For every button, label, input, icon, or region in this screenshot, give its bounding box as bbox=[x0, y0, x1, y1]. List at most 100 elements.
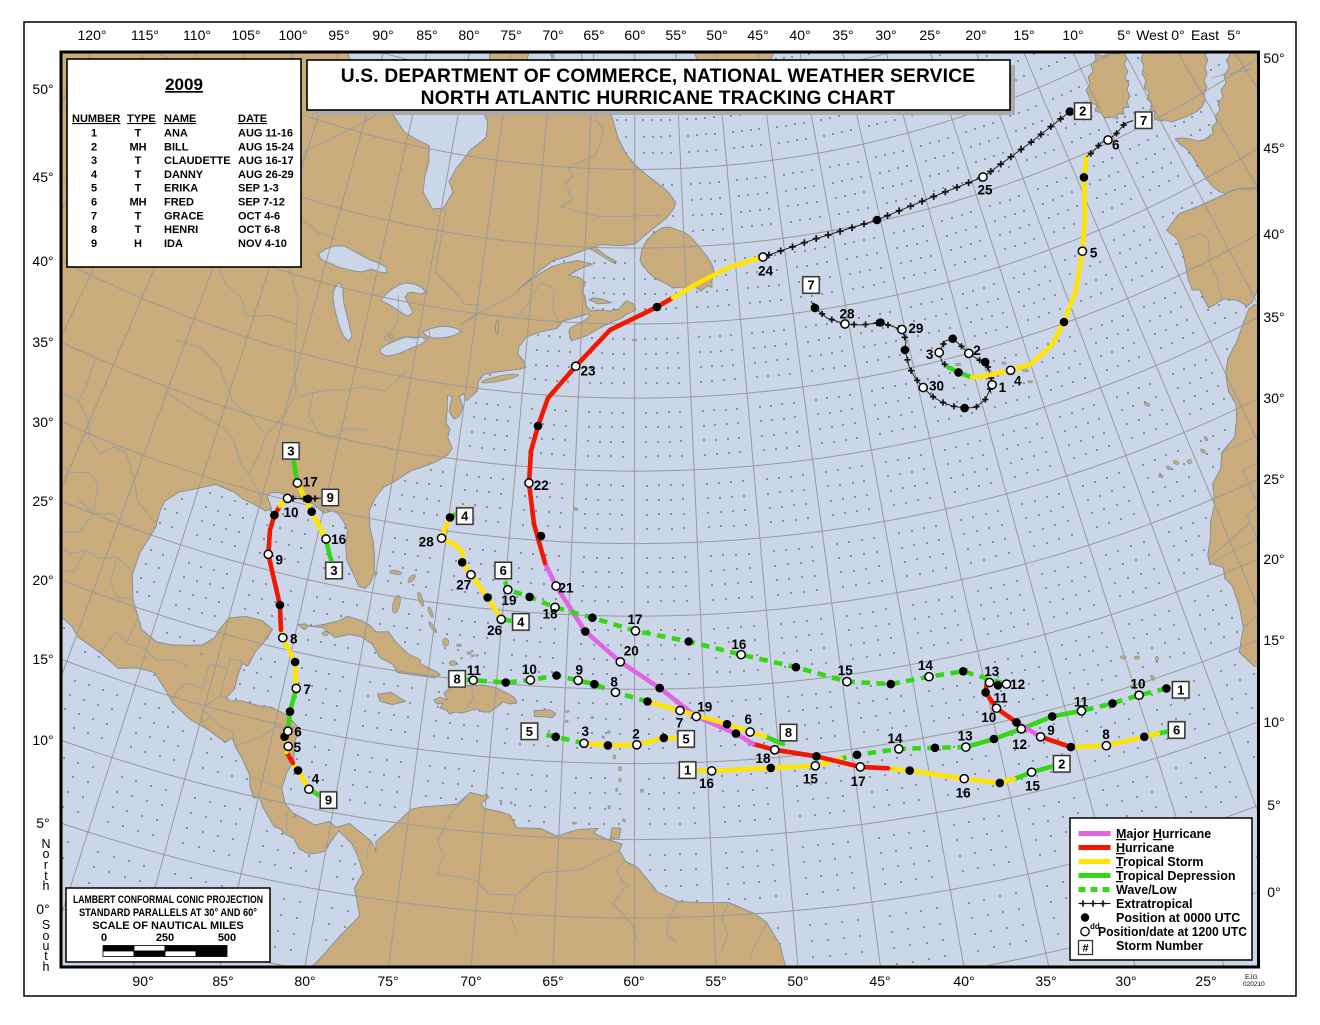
svg-text:50°: 50° bbox=[706, 27, 727, 43]
svg-text:4: 4 bbox=[517, 615, 525, 630]
svg-text:3: 3 bbox=[287, 444, 294, 459]
svg-text:h: h bbox=[43, 879, 50, 893]
svg-text:22: 22 bbox=[534, 478, 549, 493]
svg-text:80°: 80° bbox=[458, 27, 479, 43]
svg-text:40°: 40° bbox=[1263, 226, 1284, 242]
svg-text:0°: 0° bbox=[1171, 27, 1184, 43]
svg-text:5: 5 bbox=[682, 732, 689, 747]
svg-text:115°: 115° bbox=[131, 27, 159, 43]
svg-text:1: 1 bbox=[1177, 682, 1184, 697]
svg-text:8: 8 bbox=[290, 632, 298, 647]
svg-text:27: 27 bbox=[456, 577, 471, 592]
svg-text:10: 10 bbox=[522, 662, 537, 677]
svg-text:18: 18 bbox=[755, 751, 771, 766]
svg-text:17: 17 bbox=[851, 774, 866, 789]
svg-text:2: 2 bbox=[973, 343, 981, 358]
svg-text:75°: 75° bbox=[377, 973, 398, 989]
svg-text:6: 6 bbox=[294, 725, 302, 740]
svg-text:4: 4 bbox=[91, 169, 98, 181]
svg-text:5: 5 bbox=[294, 740, 302, 755]
svg-text:T: T bbox=[135, 155, 142, 167]
svg-text:20°: 20° bbox=[965, 27, 986, 43]
svg-text:7: 7 bbox=[676, 716, 684, 731]
svg-text:NOV 4-10: NOV 4-10 bbox=[238, 238, 287, 250]
svg-text:Major Hurricane: Major Hurricane bbox=[1116, 827, 1211, 841]
svg-text:60°: 60° bbox=[623, 973, 644, 989]
svg-text:2: 2 bbox=[91, 141, 97, 153]
svg-text:BILL: BILL bbox=[164, 141, 189, 153]
svg-text:90°: 90° bbox=[132, 973, 153, 989]
svg-text:NAME: NAME bbox=[164, 113, 196, 125]
svg-text:25°: 25° bbox=[1263, 471, 1284, 487]
svg-text:9: 9 bbox=[91, 238, 97, 250]
svg-text:2: 2 bbox=[632, 727, 640, 742]
svg-text:T: T bbox=[135, 169, 142, 181]
svg-text:14: 14 bbox=[887, 731, 903, 746]
svg-text:13: 13 bbox=[958, 728, 974, 743]
svg-text:55°: 55° bbox=[705, 973, 726, 989]
svg-text:8: 8 bbox=[453, 672, 460, 687]
svg-text:10°: 10° bbox=[1062, 27, 1083, 43]
svg-text:NORTH ATLANTIC HURRICANE TRACK: NORTH ATLANTIC HURRICANE TRACKING CHART bbox=[421, 88, 896, 109]
svg-text:o: o bbox=[43, 929, 50, 943]
svg-text:IDA: IDA bbox=[164, 238, 183, 250]
svg-text:TYPE: TYPE bbox=[127, 113, 156, 125]
svg-text:#: # bbox=[1082, 943, 1088, 955]
svg-text:Extratropical: Extratropical bbox=[1116, 897, 1192, 911]
svg-text:h: h bbox=[43, 960, 50, 974]
svg-text:45°: 45° bbox=[869, 973, 890, 989]
svg-text:STANDARD PARALLELS AT 30° AND: STANDARD PARALLELS AT 30° AND 60° bbox=[79, 907, 257, 919]
svg-text:12: 12 bbox=[1012, 737, 1027, 752]
svg-text:26: 26 bbox=[487, 623, 503, 638]
svg-text:OCT 4-6: OCT 4-6 bbox=[238, 210, 280, 222]
svg-text:75°: 75° bbox=[500, 27, 521, 43]
svg-text:8: 8 bbox=[785, 725, 792, 740]
svg-text:120°: 120° bbox=[78, 27, 107, 43]
svg-text:t: t bbox=[44, 869, 48, 883]
svg-text:11: 11 bbox=[467, 663, 482, 678]
svg-text:ERIKA: ERIKA bbox=[164, 183, 198, 195]
svg-text:N: N bbox=[41, 837, 50, 851]
svg-text:95°: 95° bbox=[328, 27, 349, 43]
svg-text:o: o bbox=[43, 847, 50, 861]
svg-text:17: 17 bbox=[303, 474, 318, 489]
svg-text:2: 2 bbox=[1058, 756, 1065, 771]
svg-text:50°: 50° bbox=[32, 81, 53, 97]
svg-text:23: 23 bbox=[580, 364, 596, 379]
svg-text:40°: 40° bbox=[789, 27, 810, 43]
svg-text:30°: 30° bbox=[875, 27, 896, 43]
svg-text:70°: 70° bbox=[542, 27, 563, 43]
svg-text:1: 1 bbox=[91, 128, 97, 140]
svg-text:20: 20 bbox=[624, 643, 639, 658]
svg-text:11: 11 bbox=[993, 690, 1008, 705]
svg-text:6: 6 bbox=[1112, 138, 1120, 153]
svg-text:110°: 110° bbox=[183, 27, 211, 43]
svg-text:30: 30 bbox=[929, 379, 944, 394]
svg-text:H: H bbox=[134, 238, 142, 250]
svg-text:16: 16 bbox=[331, 532, 347, 547]
svg-text:17: 17 bbox=[627, 612, 642, 627]
svg-text:SEP 7-12: SEP 7-12 bbox=[238, 197, 285, 209]
svg-text:T: T bbox=[135, 128, 142, 140]
svg-text:250: 250 bbox=[156, 932, 174, 944]
svg-text:2: 2 bbox=[1079, 104, 1086, 119]
svg-text:80°: 80° bbox=[294, 973, 315, 989]
svg-text:5°: 5° bbox=[1117, 27, 1130, 43]
svg-text:19: 19 bbox=[697, 699, 712, 714]
svg-text:13: 13 bbox=[984, 664, 1000, 679]
svg-text:Position/date at 1200 UTC: Position/date at 1200 UTC bbox=[1098, 925, 1247, 939]
svg-text:40°: 40° bbox=[953, 973, 974, 989]
svg-text:LAMBERT CONFORMAL CONIC PROJEC: LAMBERT CONFORMAL CONIC PROJECTION bbox=[73, 894, 263, 906]
svg-text:r: r bbox=[44, 858, 48, 872]
svg-text:6: 6 bbox=[91, 197, 97, 209]
svg-text:9: 9 bbox=[325, 793, 332, 808]
svg-text:HENRI: HENRI bbox=[164, 224, 198, 236]
svg-text:SCALE OF NAUTICAL MILES: SCALE OF NAUTICAL MILES bbox=[92, 920, 243, 932]
svg-text:0°: 0° bbox=[36, 901, 49, 917]
svg-text:35°: 35° bbox=[1035, 973, 1056, 989]
svg-text:30°: 30° bbox=[1115, 973, 1136, 989]
svg-text:50°: 50° bbox=[1263, 50, 1284, 66]
svg-text:DANNY: DANNY bbox=[164, 169, 204, 181]
svg-text:28: 28 bbox=[839, 307, 855, 322]
svg-text:25°: 25° bbox=[919, 27, 940, 43]
